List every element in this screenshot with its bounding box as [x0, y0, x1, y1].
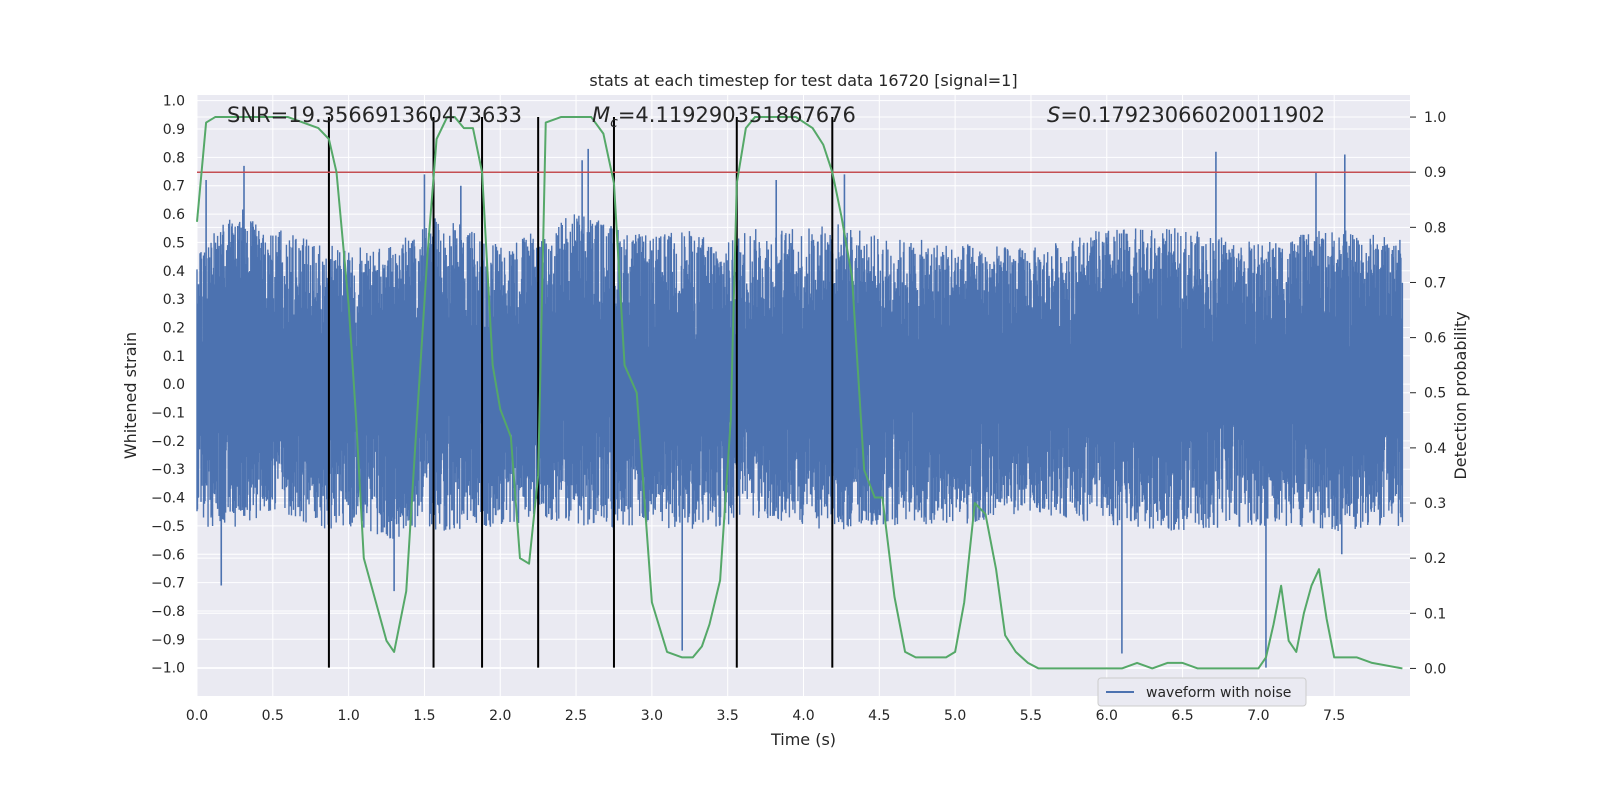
- y-tick-label: −1.0: [151, 661, 185, 677]
- y-tick-label: 0.1: [163, 349, 185, 365]
- waveform-peaks: [205, 148, 1346, 668]
- y-tick-label: 0.3: [163, 292, 185, 308]
- x-tick-label: 1.5: [413, 708, 435, 724]
- x-tick-label: 0.0: [186, 708, 208, 724]
- x-tick-label: 0.5: [262, 708, 284, 724]
- y-tick-label: −0.4: [151, 491, 185, 507]
- x-tick-label: 7.5: [1323, 708, 1345, 724]
- y-tick-label: 0.7: [163, 179, 185, 195]
- y2-tick-label: 0.1: [1424, 606, 1446, 622]
- x-tick-label: 6.0: [1096, 708, 1118, 724]
- y-tick-label: 1.0: [163, 94, 185, 110]
- data-layer: [196, 116, 1410, 670]
- x-tick-label: 4.5: [868, 708, 890, 724]
- y-tick-label: 0.2: [163, 320, 185, 336]
- y-tick-label: −0.6: [151, 547, 185, 563]
- x-tick-label: 5.0: [944, 708, 966, 724]
- x-tick-label: 2.0: [489, 708, 511, 724]
- x-tick-label: 5.5: [1020, 708, 1042, 724]
- y2-tick-label: 0.5: [1424, 386, 1446, 402]
- x-tick-label: 4.0: [792, 708, 814, 724]
- y-tick-label: −0.1: [151, 406, 185, 422]
- y-tick-label: 0.9: [163, 122, 185, 138]
- s-symbol: S: [1047, 103, 1060, 127]
- detection-probability-line: [196, 116, 1403, 670]
- y2-tick-label: 0.4: [1424, 441, 1446, 457]
- y2-tick-label: 0.8: [1424, 220, 1446, 236]
- mc-value: =4.119290351867676: [618, 103, 856, 127]
- x-tick-label: 6.5: [1171, 708, 1193, 724]
- x-tick-label: 7.0: [1247, 708, 1269, 724]
- y-tick-label: 0.6: [163, 207, 185, 223]
- y2-tick-label: 0.2: [1424, 551, 1446, 567]
- legend-box: [1097, 677, 1307, 707]
- y-tick-label: −0.5: [151, 519, 185, 535]
- y-tick-label: −0.9: [151, 632, 185, 648]
- y2-tick-label: 0.9: [1424, 165, 1446, 181]
- y-tick-label: −0.8: [151, 604, 185, 620]
- y2-tick-label: 0.6: [1424, 331, 1446, 347]
- mc-subscript: c: [610, 115, 618, 131]
- chirp-mass-annotation: Mc=4.119290351867676: [592, 103, 856, 131]
- mc-symbol: M: [592, 103, 610, 127]
- y-tick-label: 0.8: [163, 150, 185, 166]
- axes: 0.0 0.5 1.0 1.5 2.0 2.5 3.0 3.5 4.0 4.5 5.0 5.5 6.0 6…: [151, 94, 1446, 724]
- y2-axis-label: Detection probability: [1451, 311, 1470, 479]
- x-axis-label: Time (s): [770, 730, 836, 749]
- s-annotation: S=0.17923066020011902: [1047, 103, 1325, 127]
- legend-label: waveform with noise: [1146, 685, 1291, 701]
- x-tick-label: 3.0: [641, 708, 663, 724]
- y-tick-label: 0.5: [163, 235, 185, 251]
- y-tick-label: −0.3: [151, 462, 185, 478]
- y2-tick-label: 0.0: [1424, 661, 1446, 677]
- y2-tick-label: 0.7: [1424, 275, 1446, 291]
- snr-annotation: SNR=19.356691360473633: [227, 103, 522, 127]
- y-tick-label: −0.2: [151, 434, 185, 450]
- y-axis-label: Whitened strain: [121, 332, 140, 459]
- x-tick-label: 1.0: [337, 708, 359, 724]
- legend: waveform with noise: [1097, 677, 1307, 707]
- y-tick-label: 0.0: [163, 377, 185, 393]
- y-tick-label: −0.7: [151, 576, 185, 592]
- s-value: =0.17923066020011902: [1060, 103, 1325, 127]
- y2-tick-label: 1.0: [1424, 110, 1446, 126]
- y2-tick-label: 0.3: [1424, 496, 1446, 512]
- x-tick-label: 3.5: [717, 708, 739, 724]
- x-tick-label: 2.5: [565, 708, 587, 724]
- y-tick-label: 0.4: [163, 264, 185, 280]
- chart-title: stats at each timestep for test data 167…: [589, 71, 1017, 90]
